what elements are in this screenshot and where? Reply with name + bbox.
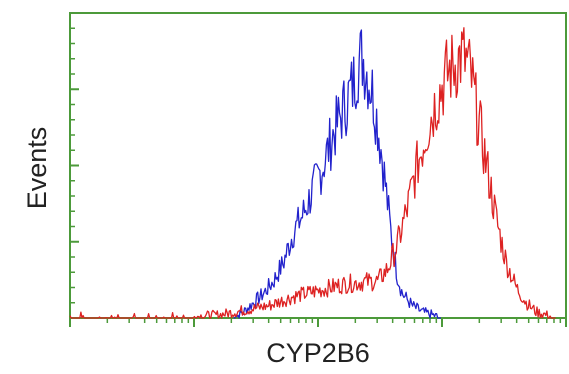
axes [69,12,567,327]
plot-frame [69,12,567,319]
y-axis-label: Events [22,127,52,210]
plot-area [69,27,556,319]
series-line-1 [233,29,441,319]
x-axis-label: CYP2B6 [266,338,370,368]
series-line-2 [69,27,556,319]
